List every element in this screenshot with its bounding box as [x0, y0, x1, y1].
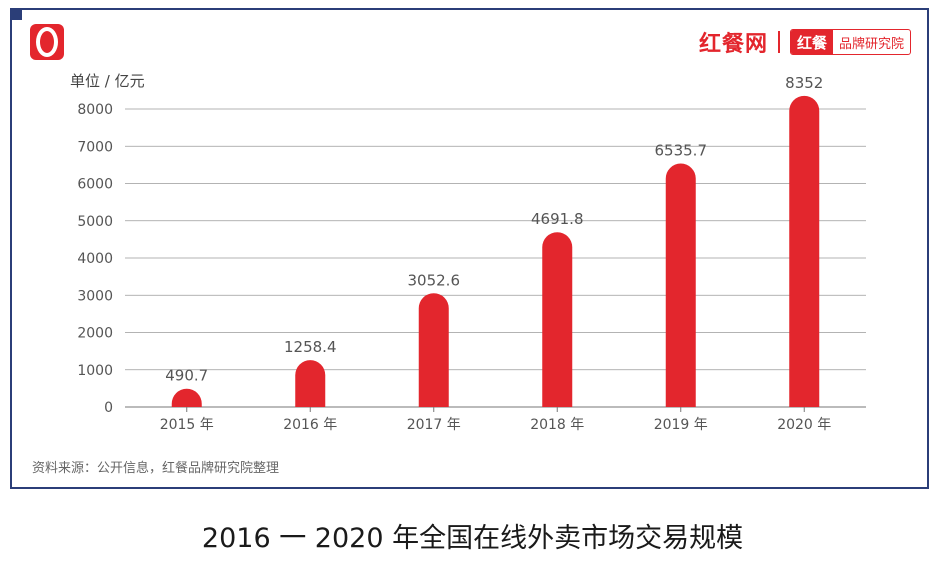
unit-label: 单位 / 亿元: [70, 72, 145, 90]
corner-mark: [10, 8, 22, 20]
bar: [789, 95, 820, 408]
bar: [665, 163, 696, 407]
y-tick-label: 6000: [77, 177, 113, 193]
bar: [295, 360, 326, 407]
x-tick-label: 2019 年: [654, 417, 708, 433]
y-tick-label: 8000: [77, 102, 113, 118]
bar-chart: 0 1000 2000 3000 4000 5000 6000 7000 8000 490.7 20…: [77, 74, 866, 433]
x-tick-label: 2018 年: [530, 417, 584, 433]
bar-value-label: 490.7: [165, 367, 208, 385]
bar: [542, 232, 573, 407]
bar-value-label: 6535.7: [655, 142, 708, 160]
y-tick-label: 7000: [77, 139, 113, 155]
x-tick-label: 2017 年: [407, 417, 461, 433]
bar-value-label: 3052.6: [408, 271, 461, 289]
y-tick-label: 1000: [77, 363, 113, 379]
y-tick-label: 5000: [77, 214, 113, 230]
bar-value-label: 8352: [785, 74, 823, 92]
y-tick-label: 4000: [77, 251, 113, 267]
brand-name: 红餐网: [698, 32, 768, 57]
bar: [171, 388, 202, 407]
y-tick-label: 0: [104, 400, 113, 416]
y-tick-label: 2000: [77, 326, 113, 342]
figure-caption: 2016 一 2020 年全国在线外卖市场交易规模: [201, 523, 744, 554]
source-note: 资料来源：公开信息，红餐品牌研究院整理: [32, 461, 280, 476]
x-tick-label: 2020 年: [777, 417, 831, 433]
brand-badge: 红餐 品牌研究院: [789, 29, 911, 55]
y-tick-label: 3000: [77, 288, 113, 304]
brand-badge-left: 红餐: [790, 30, 833, 54]
x-tick-label: 2016 年: [283, 417, 337, 433]
chart-frame: [10, 8, 929, 489]
brand-divider: [777, 31, 780, 53]
brand-logo-icon: [30, 24, 64, 60]
bar: [418, 293, 449, 407]
bar-value-label: 1258.4: [284, 338, 337, 356]
brand-badge-right: 品牌研究院: [838, 36, 904, 52]
bar-value-label: 4691.8: [531, 210, 584, 228]
brand-header: 红餐网 红餐 品牌研究院: [699, 26, 911, 58]
x-tick-label: 2015 年: [160, 417, 214, 433]
